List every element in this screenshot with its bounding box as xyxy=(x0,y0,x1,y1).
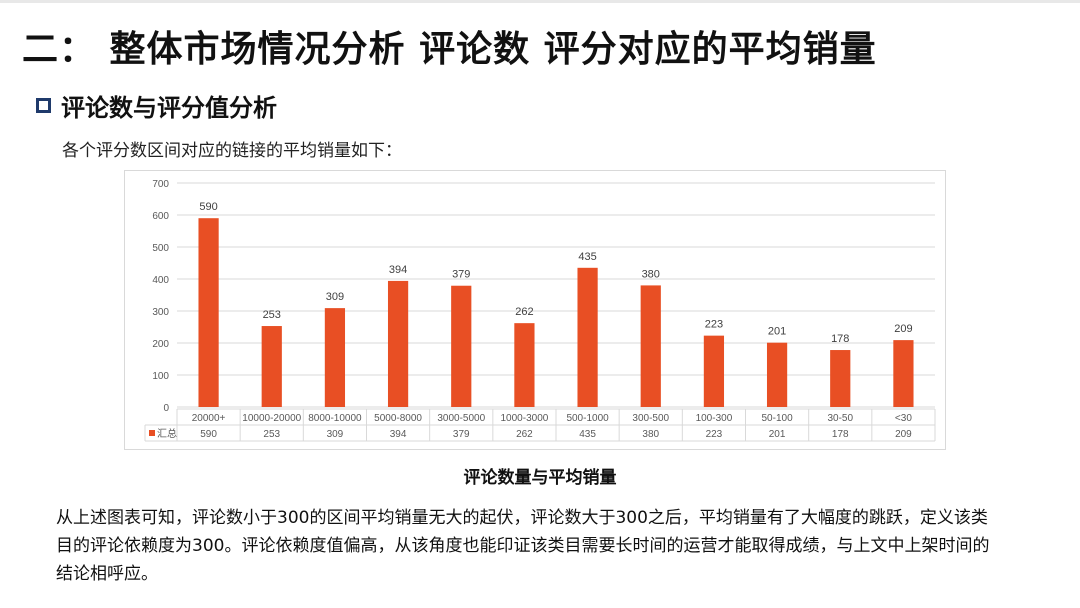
y-tick-label: 400 xyxy=(152,275,169,286)
bar xyxy=(640,285,661,407)
table-value: 201 xyxy=(769,429,786,440)
bar xyxy=(703,335,725,407)
data-label: 309 xyxy=(326,291,344,303)
conclusion-line: 结论相呼应。 xyxy=(56,564,158,584)
table-value: 223 xyxy=(706,429,723,440)
table-value: 379 xyxy=(453,429,470,440)
data-label: 178 xyxy=(831,333,849,345)
y-tick-label: 200 xyxy=(152,339,169,350)
data-label: 435 xyxy=(578,251,596,263)
bar xyxy=(514,323,535,407)
table-value: 590 xyxy=(200,429,217,440)
table-value: 262 xyxy=(516,429,533,440)
bar xyxy=(766,342,788,407)
conclusion-line: 从上述图表可知，评论数小于300的区间平均销量无大的起伏，评论数大于300之后，… xyxy=(56,508,988,528)
y-tick-label: 300 xyxy=(152,307,169,318)
table-value: 253 xyxy=(263,429,280,440)
bar xyxy=(451,285,472,407)
category-label: 8000-10000 xyxy=(308,413,362,424)
bar xyxy=(830,350,851,407)
bar-chart: 0 100 200 300 400 500 600 700 590 253 309 394 379 262… xyxy=(144,179,936,442)
conclusion-line: 目的评论依赖度为300。评论依赖度值偏高，从该角度也能印证该类目需要长时间的运营… xyxy=(56,536,990,556)
data-label: 223 xyxy=(705,319,723,331)
table-value: 394 xyxy=(390,429,407,440)
table-value: 309 xyxy=(327,429,344,440)
y-tick-label: 500 xyxy=(152,243,169,254)
conclusion-paragraph: 从上述图表可知，评论数小于300的区间平均销量无大的起伏，评论数大于300之后，… xyxy=(56,504,1046,588)
category-label: 300-500 xyxy=(632,413,669,424)
data-label: 209 xyxy=(894,323,912,335)
table-value: 178 xyxy=(832,429,849,440)
y-tick-label: 700 xyxy=(152,179,169,190)
data-label: 590 xyxy=(199,201,217,213)
category-label: 50-100 xyxy=(762,413,794,424)
table-value: 209 xyxy=(895,429,912,440)
category-label: 10000-20000 xyxy=(242,413,301,424)
category-label: 5000-8000 xyxy=(374,413,422,424)
data-label: 380 xyxy=(642,268,660,280)
category-label: <30 xyxy=(895,413,912,424)
legend-swatch xyxy=(149,430,155,436)
category-label: 30-50 xyxy=(827,413,853,424)
intro-text: 各个评分数区间对应的链接的平均销量如下： xyxy=(62,141,402,161)
section-heading: 评论数与评分值分析 xyxy=(36,88,277,123)
chart-frame: 0 100 200 300 400 500 600 700 590 253 309 394 379 262… xyxy=(124,170,946,450)
hollow-square-bullet-icon xyxy=(36,98,51,113)
bar xyxy=(261,326,282,407)
legend-label: 汇总 xyxy=(157,427,177,440)
category-label: 3000-5000 xyxy=(437,413,485,424)
y-tick-label: 0 xyxy=(163,403,169,414)
table-value: 380 xyxy=(642,429,659,440)
top-rule xyxy=(0,0,1080,3)
y-tick-label: 100 xyxy=(152,371,169,382)
section-heading-text: 评论数与评分值分析 xyxy=(61,94,277,122)
category-label: 100-300 xyxy=(696,413,733,424)
category-label: 1000-3000 xyxy=(501,413,549,424)
category-label: 500-1000 xyxy=(566,413,609,424)
bar xyxy=(324,308,346,407)
data-label: 253 xyxy=(263,309,281,321)
bar xyxy=(198,218,219,407)
data-label: 201 xyxy=(768,326,786,338)
chart-caption: 评论数量与平均销量 xyxy=(463,468,617,488)
page-title: 二： 整体市场情况分析 评论数 评分对应的平均销量 xyxy=(22,29,877,70)
category-label: 20000+ xyxy=(192,413,226,424)
data-label: 379 xyxy=(452,269,470,281)
table-value: 435 xyxy=(579,429,596,440)
bar xyxy=(577,267,598,407)
data-label: 262 xyxy=(515,306,533,318)
bar xyxy=(893,340,914,407)
data-label: 394 xyxy=(389,264,407,276)
y-tick-label: 600 xyxy=(152,211,169,222)
bar xyxy=(387,280,409,407)
